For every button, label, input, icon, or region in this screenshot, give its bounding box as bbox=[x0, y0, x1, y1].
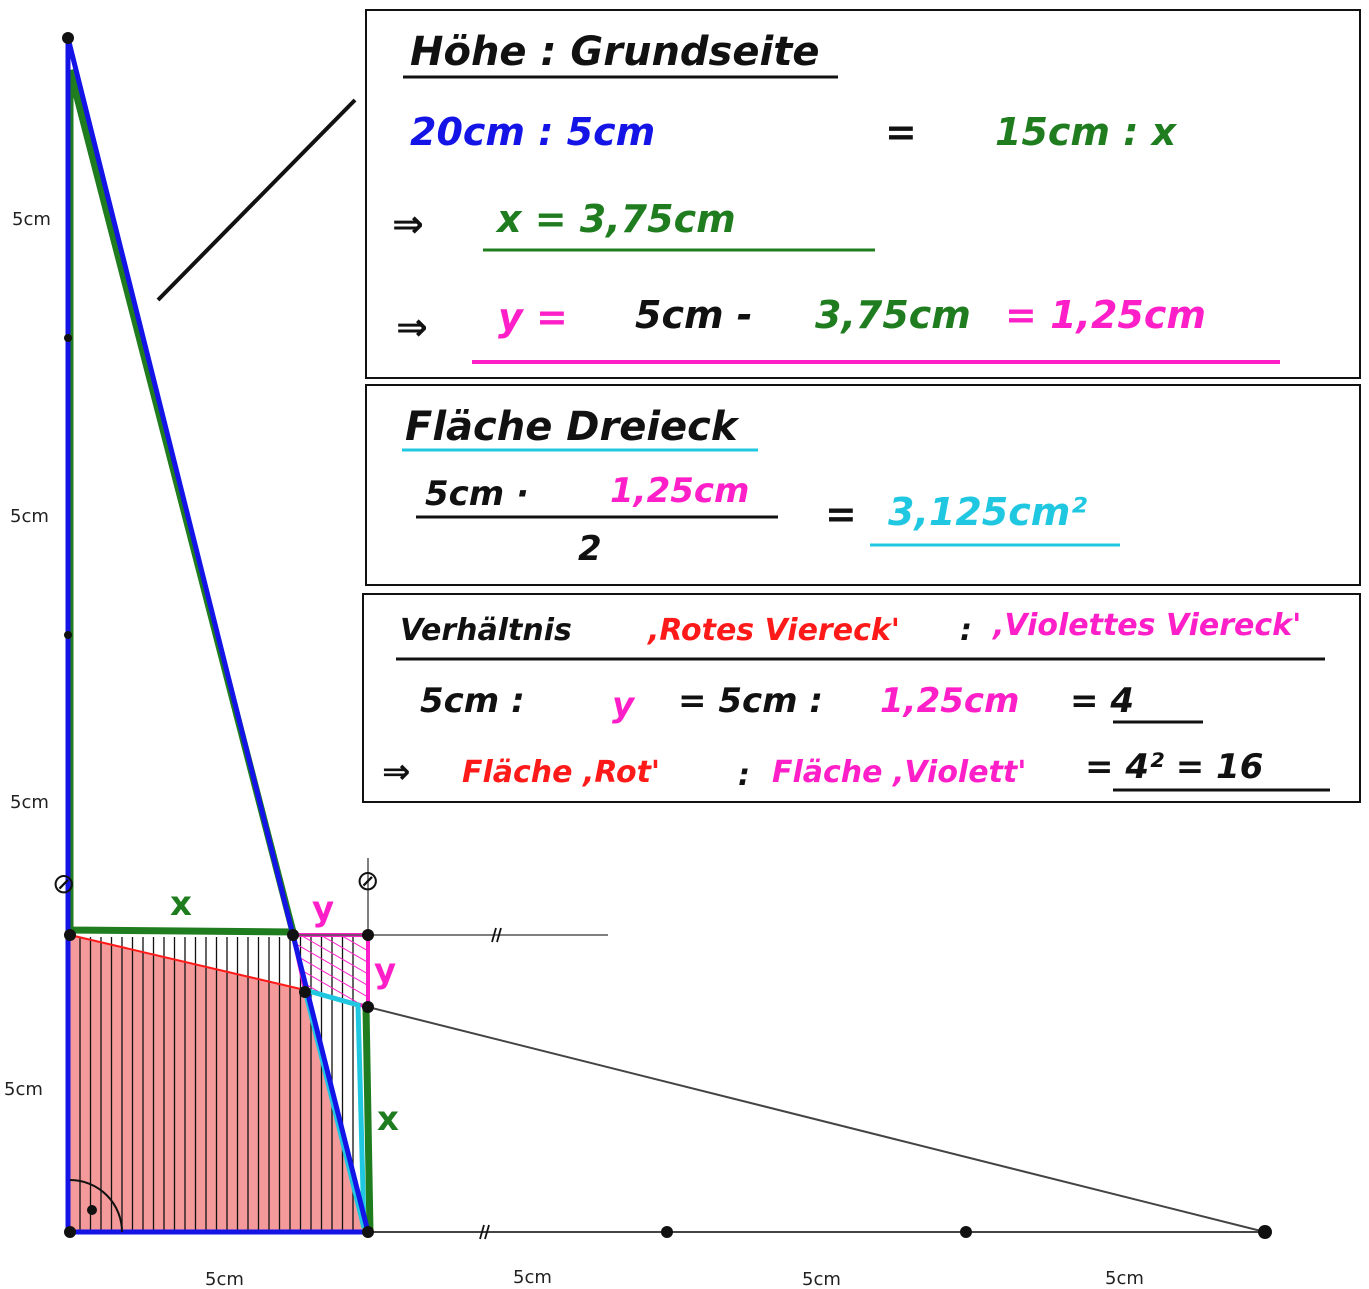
large-triangle-hypotenuse bbox=[367, 1006, 1266, 1233]
red-edge bbox=[69, 934, 306, 991]
box1-arrow-2: ⇒ bbox=[396, 305, 428, 349]
right-angle-mark bbox=[69, 1179, 123, 1233]
box1-line1-left: 20cm : 5cm bbox=[410, 110, 655, 154]
box3-line1-c: = 5cm : bbox=[678, 681, 823, 721]
red-quadrilateral bbox=[70, 935, 368, 1232]
box-triangle-area: Fläche Dreieck 5cm · 1,25cm 2 = 3,125cm² bbox=[365, 384, 1361, 586]
box1-line1-right: 15cm : x bbox=[995, 110, 1178, 154]
box1-line2: x = 3,75cm bbox=[495, 197, 736, 241]
box3-line2-a: Fläche ,Rot' bbox=[462, 755, 660, 790]
axis-label-left-1: 5cm bbox=[12, 209, 51, 230]
label-x-top: x bbox=[170, 884, 192, 924]
box3-title-b: ,Rotes Viereck' bbox=[646, 613, 900, 648]
parallel-mark-bottom bbox=[479, 1224, 490, 1240]
box1-line3-a: 5cm - bbox=[635, 293, 753, 337]
axis-label-left-2: 5cm bbox=[10, 506, 49, 527]
box2-eq: = bbox=[825, 492, 857, 536]
box-ratio: Verhältnis ,Rotes Viereck' : ,Violettes … bbox=[362, 593, 1361, 803]
box1-line1-eq: = bbox=[885, 110, 917, 154]
label-y-top: y bbox=[312, 889, 334, 929]
box3-line1-a: 5cm : bbox=[420, 681, 525, 721]
box1-line3-c: = 1,25cm bbox=[1005, 293, 1206, 337]
box3-line1-d: 1,25cm bbox=[880, 681, 1019, 721]
box3-line2-b: : bbox=[738, 758, 750, 793]
vertex-points bbox=[62, 32, 1272, 1239]
box1-title: Höhe : Grundseite bbox=[410, 29, 819, 75]
box3-line2-d: = 4² = 16 bbox=[1085, 747, 1263, 787]
box3-title-d: ,Violettes Viereck' bbox=[991, 608, 1301, 643]
box2-title: Fläche Dreieck bbox=[405, 404, 740, 450]
box1-line3-y: y = bbox=[498, 295, 568, 339]
green-right-edge bbox=[362, 1006, 374, 1233]
box2-den: 2 bbox=[578, 529, 602, 569]
box3-line2-c: Fläche ,Violett' bbox=[772, 755, 1026, 790]
circle-mark-right: ⊘ bbox=[356, 864, 379, 897]
box2-result: 3,125cm² bbox=[888, 490, 1087, 534]
circle-mark-left: ⊘ bbox=[52, 867, 75, 900]
callout-pointer bbox=[156, 98, 357, 302]
axis-label-bottom-2: 5cm bbox=[513, 1267, 552, 1288]
axis-label-bottom-4: 5cm bbox=[1105, 1268, 1144, 1289]
box3-line1-b: y bbox=[612, 685, 636, 725]
parallel-mark-top bbox=[491, 927, 502, 943]
box1-arrow-1: ⇒ bbox=[392, 202, 424, 246]
box2-num-b: 1,25cm bbox=[610, 471, 749, 511]
box-height-ratio: Höhe : Grundseite 20cm : 5cm = 15cm : x … bbox=[365, 9, 1361, 379]
axis-label-bottom-3: 5cm bbox=[802, 1269, 841, 1289]
box3-line1-e: = 4 bbox=[1070, 681, 1134, 721]
axis-label-left-4: 5cm bbox=[4, 1079, 43, 1100]
box1-line3-b: 3,75cm bbox=[815, 293, 971, 337]
box3-title-c: : bbox=[960, 613, 972, 648]
box2-num-a: 5cm · bbox=[425, 474, 529, 514]
label-y-right: y bbox=[374, 951, 396, 991]
axis-label-bottom-1: 5cm bbox=[205, 1269, 244, 1289]
label-x-right: x bbox=[377, 1099, 399, 1139]
axis-label-left-3: 5cm bbox=[10, 792, 49, 813]
box3-title-a: Verhältnis bbox=[400, 613, 572, 648]
box3-arrow: ⇒ bbox=[382, 752, 411, 792]
